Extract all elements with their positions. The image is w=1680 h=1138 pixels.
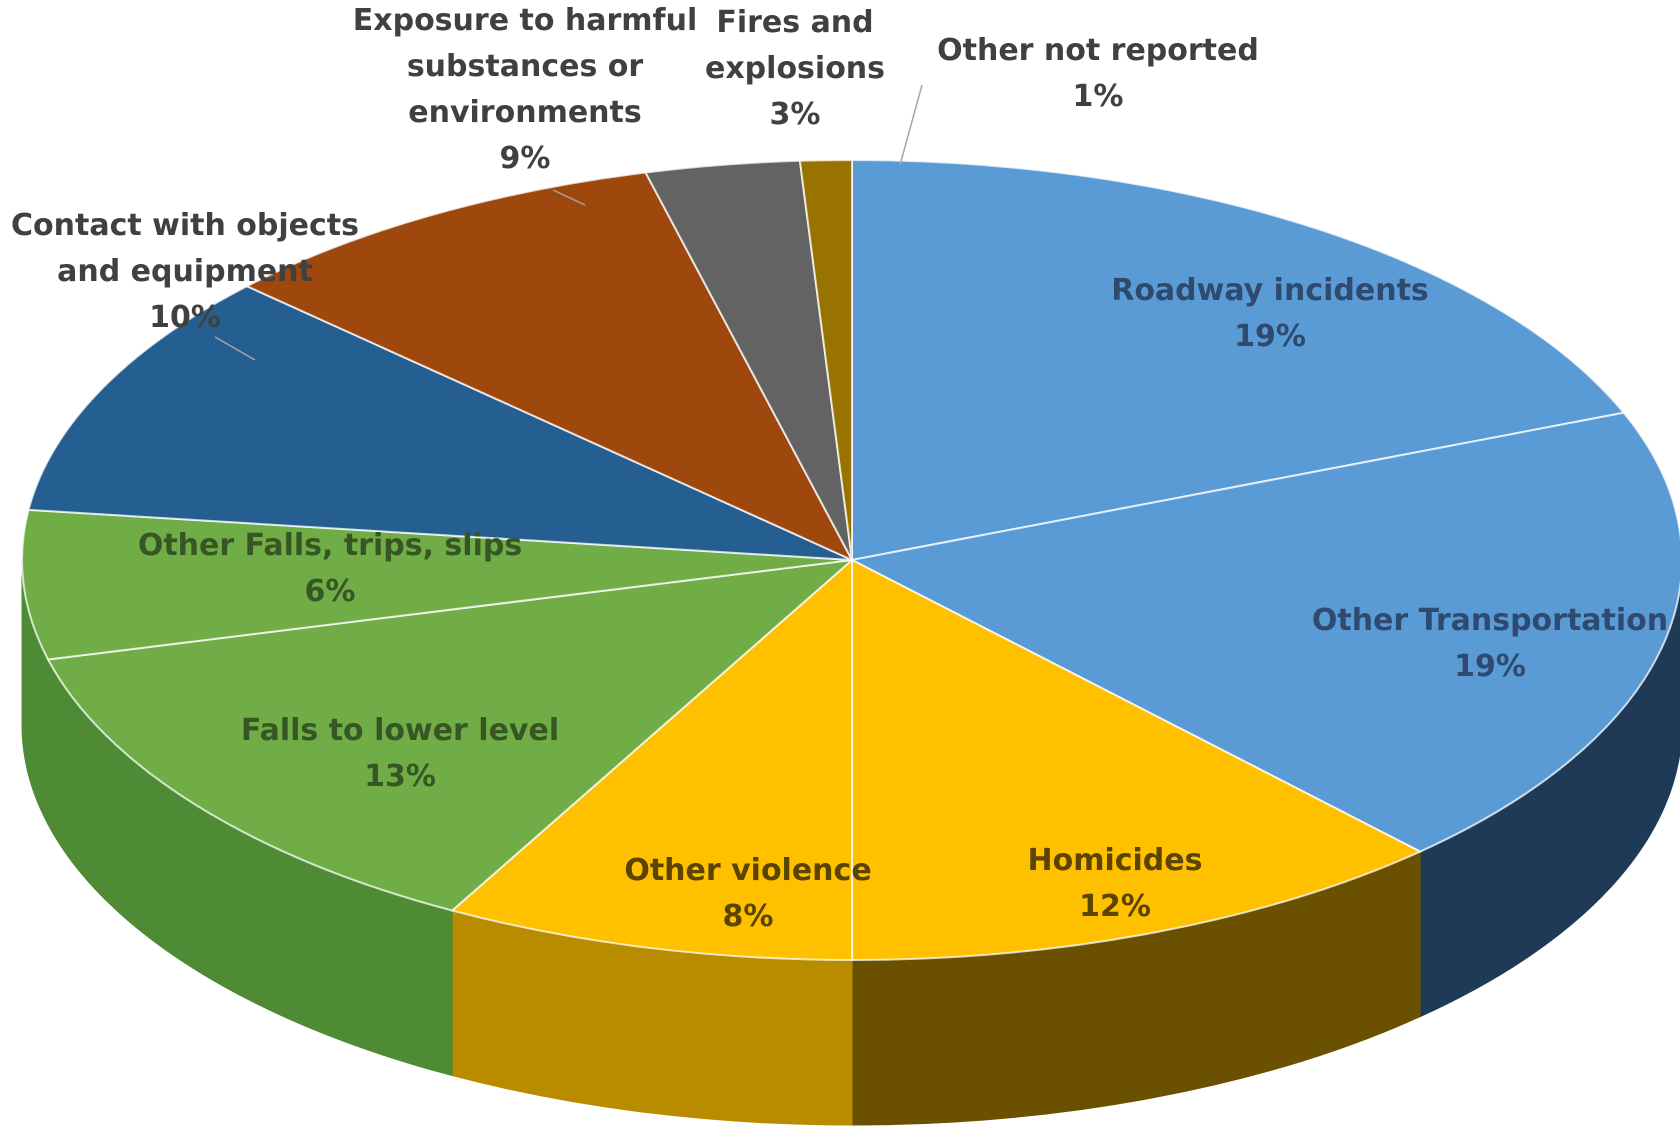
slice-label-line-7-1: substances or	[407, 49, 644, 84]
slice-percent-2: 12%	[1079, 889, 1151, 924]
slice-label-8: Fires and explosions 3%	[705, 5, 885, 132]
slice-label-5: Other Falls, trips, slips 6%	[138, 528, 522, 609]
slice-label-line-0-0: Roadway incidents	[1111, 273, 1429, 308]
slice-percent-3: 8%	[723, 899, 774, 934]
pie-slice-7	[244, 171, 855, 563]
pie-slice-5	[21, 508, 853, 661]
slice-percent-5: 6%	[305, 574, 356, 609]
slice-label-6: Contact with objects and equipment 10%	[11, 208, 359, 335]
slice-percent-8: 3%	[770, 97, 821, 132]
slice-label-3: Other violence 8%	[624, 853, 871, 934]
slice-percent-7: 9%	[500, 141, 551, 176]
slice-label-line-8-1: explosions	[705, 51, 885, 86]
leader-lines	[214, 84, 923, 361]
slice-percent-0: 19%	[1234, 319, 1306, 354]
slice-label-line-7-0: Exposure to harmful	[353, 3, 697, 38]
leader-line-9	[899, 84, 923, 166]
leader-line-7	[552, 189, 586, 206]
slice-label-line-9-0: Other not reported	[937, 33, 1259, 68]
pie-slices	[21, 158, 1680, 962]
pie-slice-2	[851, 558, 1423, 962]
pie-slice-6	[27, 285, 853, 561]
pie-slice-0	[851, 158, 1626, 562]
slice-percent-4: 13%	[364, 759, 436, 794]
pie-slice-1	[848, 411, 1680, 853]
slice-percent-6: 10%	[149, 300, 221, 335]
slice-label-0: Roadway incidents 19%	[1111, 273, 1429, 354]
slice-label-9: Other not reported 1%	[937, 33, 1259, 114]
slice-label-line-7-2: environments	[408, 95, 641, 130]
slice-label-7: Exposure to harmful substances or environm…	[353, 3, 697, 176]
slice-label-line-1-0: Other Transportation	[1312, 603, 1668, 638]
slice-label-line-5-0: Other Falls, trips, slips	[138, 528, 522, 563]
leader-line-6	[214, 336, 256, 361]
pie-slice-4	[46, 558, 856, 912]
pie-sides	[21, 559, 1680, 1126]
slice-label-line-2-0: Homicides	[1027, 843, 1202, 878]
slice-label-line-3-0: Other violence	[624, 853, 871, 888]
slice-percent-1: 19%	[1454, 649, 1526, 684]
slice-label-line-4-0: Falls to lower level	[241, 713, 559, 748]
pie-slice-9	[798, 158, 853, 561]
slice-label-4: Falls to lower level 13%	[241, 713, 559, 794]
pie-slice-3	[450, 557, 853, 962]
slice-label-line-6-0: Contact with objects	[11, 208, 359, 243]
slice-label-line-8-0: Fires and	[716, 5, 873, 40]
slice-label-line-6-1: and equipment	[57, 254, 313, 289]
slice-label-2: Homicides 12%	[1027, 843, 1202, 924]
slice-label-1: Other Transportation 19%	[1312, 603, 1668, 684]
slice-labels: Roadway incidents 19%Other Transportation…	[11, 3, 1668, 934]
slice-percent-9: 1%	[1073, 79, 1124, 114]
